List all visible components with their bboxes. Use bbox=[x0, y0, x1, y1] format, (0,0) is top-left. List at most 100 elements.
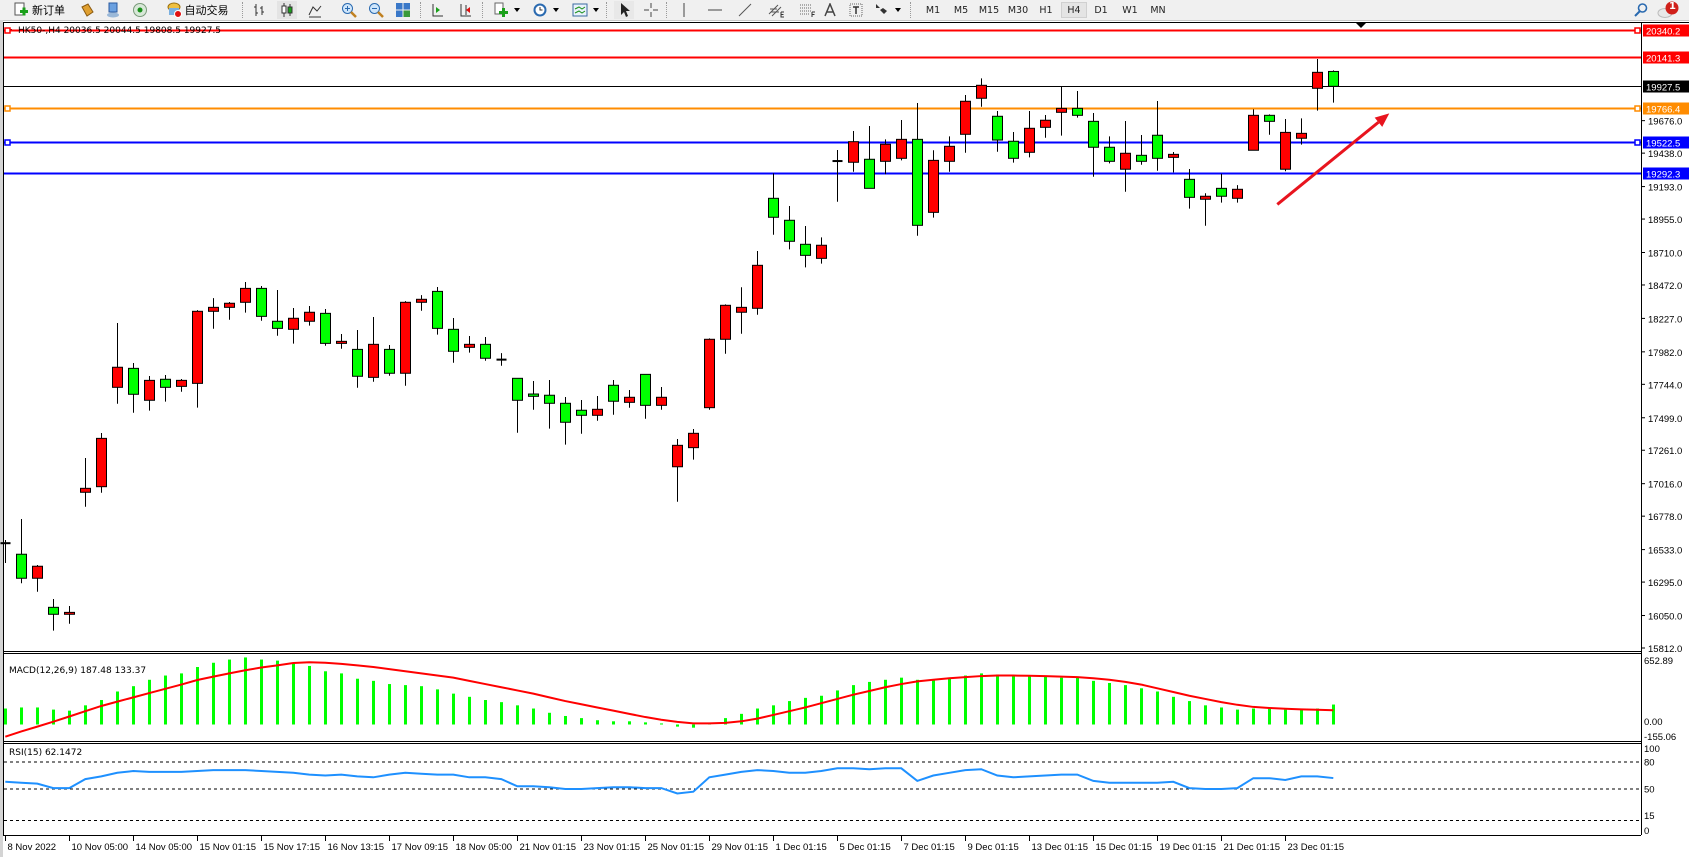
time-tick-label: 29 Nov 01:15 bbox=[712, 842, 769, 853]
rsi-title: RSI(15) 62.1472 bbox=[9, 748, 82, 758]
macd-histogram-bar bbox=[980, 673, 983, 725]
zoom-out-icon[interactable] bbox=[367, 1, 385, 19]
candle bbox=[1280, 119, 1291, 172]
line-anchor-handle[interactable] bbox=[4, 105, 11, 112]
macd-histogram-bar bbox=[692, 724, 695, 728]
periods-icon[interactable] bbox=[531, 1, 549, 19]
candle-body bbox=[976, 84, 987, 99]
cursor-icon[interactable] bbox=[614, 1, 634, 19]
trend-arrow-shaft[interactable] bbox=[1276, 121, 1380, 206]
timeframe-d1-button[interactable]: D1 bbox=[1094, 4, 1108, 16]
timeframe-h4-button[interactable]: H4 bbox=[1061, 2, 1087, 18]
vertical-line-icon[interactable] bbox=[675, 1, 693, 19]
text-icon[interactable] bbox=[822, 1, 838, 19]
chart-shift-marker[interactable] bbox=[1356, 23, 1366, 28]
macd-histogram-bar bbox=[132, 686, 135, 725]
candle-body bbox=[960, 100, 971, 135]
macd-scale-label: 652.89 bbox=[1644, 656, 1673, 667]
templates-dropdown[interactable] bbox=[593, 8, 599, 12]
market-watch-icon[interactable] bbox=[78, 1, 96, 19]
candlestick-icon[interactable] bbox=[277, 1, 297, 19]
line-anchor-handle[interactable] bbox=[1634, 27, 1641, 34]
price-label: 19766.4 bbox=[1646, 105, 1680, 116]
signals-icon[interactable] bbox=[131, 1, 149, 19]
macd-histogram-bar bbox=[564, 715, 567, 725]
price-label: 19292.3 bbox=[1646, 170, 1680, 181]
text-label-icon[interactable] bbox=[847, 1, 865, 19]
indicators-dropdown[interactable] bbox=[514, 8, 520, 12]
macd-histogram-bar bbox=[1188, 701, 1191, 725]
candle bbox=[1184, 168, 1195, 209]
horizontal-line-icon[interactable] bbox=[706, 1, 724, 19]
new-order-button[interactable]: 新订单 bbox=[8, 1, 70, 19]
indicators-icon[interactable] bbox=[492, 1, 510, 19]
candle-body bbox=[32, 565, 43, 579]
candle bbox=[688, 428, 699, 460]
trendline-icon[interactable] bbox=[736, 1, 754, 19]
time-tick-label: 16 Nov 13:15 bbox=[328, 842, 385, 853]
chart-shift-icon[interactable] bbox=[456, 1, 474, 19]
line-anchor-handle[interactable] bbox=[4, 27, 11, 34]
price-tick-label: 18472.0 bbox=[1648, 281, 1682, 292]
axes: 19676.0 19438.0 19193.0 18955.0 18710.0 18472… bbox=[5, 117, 1682, 853]
crosshair-icon[interactable] bbox=[642, 1, 660, 19]
data-window-icon[interactable] bbox=[104, 1, 122, 19]
candle bbox=[624, 390, 635, 408]
notification-button[interactable]: 1 bbox=[1655, 1, 1681, 19]
bar-chart-icon[interactable] bbox=[250, 1, 268, 19]
macd-histogram-bar bbox=[1044, 676, 1047, 725]
macd-histogram-bar bbox=[964, 675, 967, 725]
search-icon[interactable] bbox=[1632, 1, 1650, 19]
arrows-dropdown[interactable] bbox=[895, 8, 901, 12]
fibonacci-icon[interactable] bbox=[798, 1, 818, 19]
candle bbox=[880, 139, 891, 175]
timeframe-m1-button[interactable]: M1 bbox=[925, 4, 941, 16]
auto-trading-button[interactable]: 自动交易 bbox=[156, 1, 238, 19]
timeframe-m15-button[interactable]: M15 bbox=[978, 4, 1000, 16]
candle bbox=[512, 377, 523, 433]
auto-scroll-icon[interactable] bbox=[428, 1, 446, 19]
periods-dropdown[interactable] bbox=[553, 8, 559, 12]
candle-body bbox=[144, 379, 155, 401]
candle bbox=[1296, 118, 1307, 145]
trend-arrow-head[interactable] bbox=[1374, 113, 1390, 127]
candle-body bbox=[640, 373, 651, 406]
line-anchor-handle[interactable] bbox=[4, 139, 11, 146]
candle bbox=[592, 396, 603, 421]
candle-body bbox=[1264, 114, 1275, 122]
line-anchor-handle[interactable] bbox=[1634, 105, 1641, 112]
macd-histogram-bar bbox=[788, 701, 791, 725]
candle-body bbox=[992, 115, 1003, 141]
templates-icon[interactable] bbox=[571, 1, 589, 19]
toolbar-separator bbox=[420, 2, 423, 18]
candle-body bbox=[736, 306, 747, 313]
timeframe-h1-button[interactable]: H1 bbox=[1039, 4, 1053, 16]
price-tick-label: 19193.0 bbox=[1648, 183, 1682, 194]
timeframe-mn-button[interactable]: MN bbox=[1150, 4, 1166, 16]
candle-body bbox=[336, 340, 347, 344]
time-tick-label: 18 Nov 05:00 bbox=[456, 842, 513, 853]
macd-histogram-bar bbox=[452, 693, 455, 725]
time-tick-label: 21 Nov 01:15 bbox=[520, 842, 577, 853]
zoom-in-icon[interactable] bbox=[340, 1, 358, 19]
macd-histogram-bar bbox=[580, 718, 583, 725]
line-anchor-handle[interactable] bbox=[1634, 139, 1641, 146]
candle-body bbox=[768, 197, 779, 218]
candle-body bbox=[656, 396, 667, 406]
candle-body bbox=[1296, 132, 1307, 139]
toolbar-separator bbox=[482, 2, 485, 18]
timeframe-m30-button[interactable]: M30 bbox=[1007, 4, 1029, 16]
macd-histogram-bar bbox=[52, 709, 55, 725]
arrows-icon[interactable] bbox=[872, 1, 890, 19]
timeframe-w1-button[interactable]: W1 bbox=[1122, 4, 1138, 16]
equidistant-channel-icon[interactable] bbox=[767, 1, 787, 19]
candle bbox=[48, 599, 59, 631]
candle-body bbox=[608, 384, 619, 402]
timeframe-m5-button[interactable]: M5 bbox=[953, 4, 969, 16]
macd-histogram-bar bbox=[1316, 708, 1319, 725]
toolbar-separator bbox=[242, 2, 245, 18]
tile-windows-icon[interactable] bbox=[394, 1, 412, 19]
candle bbox=[80, 458, 91, 507]
line-chart-icon[interactable] bbox=[306, 1, 324, 19]
